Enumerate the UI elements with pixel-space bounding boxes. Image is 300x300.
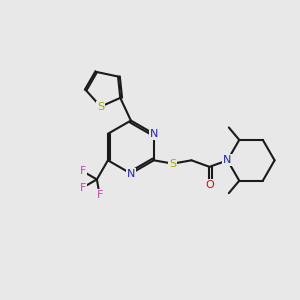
Text: S: S — [169, 159, 176, 169]
Text: N: N — [223, 155, 232, 165]
Text: O: O — [205, 179, 214, 190]
Text: F: F — [80, 182, 86, 193]
Text: F: F — [97, 190, 103, 200]
Text: F: F — [80, 166, 86, 176]
Text: N: N — [127, 169, 135, 178]
Text: N: N — [150, 129, 158, 139]
Text: S: S — [97, 102, 104, 112]
